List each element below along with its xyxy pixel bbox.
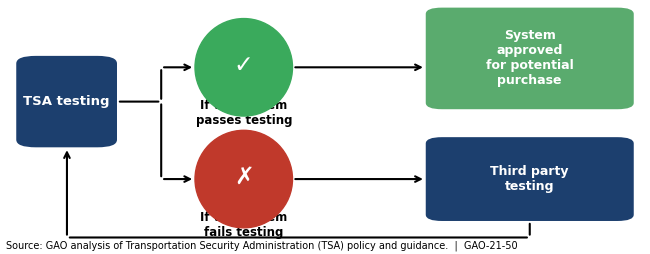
Text: If the system
fails testing: If the system fails testing — [200, 211, 287, 239]
Text: ✓: ✓ — [234, 53, 254, 77]
Text: Source: GAO analysis of Transportation Security Administration (TSA) policy and : Source: GAO analysis of Transportation S… — [6, 241, 518, 251]
Text: TSA testing: TSA testing — [23, 95, 110, 108]
Text: ✗: ✗ — [234, 165, 254, 188]
Text: System
approved
for potential
purchase: System approved for potential purchase — [486, 29, 573, 87]
Text: Third party
testing: Third party testing — [491, 165, 569, 193]
FancyBboxPatch shape — [426, 137, 634, 221]
Ellipse shape — [195, 130, 292, 228]
Text: If the system
passes testing: If the system passes testing — [196, 99, 292, 127]
Ellipse shape — [195, 19, 292, 116]
FancyBboxPatch shape — [16, 56, 117, 147]
FancyBboxPatch shape — [426, 8, 634, 109]
